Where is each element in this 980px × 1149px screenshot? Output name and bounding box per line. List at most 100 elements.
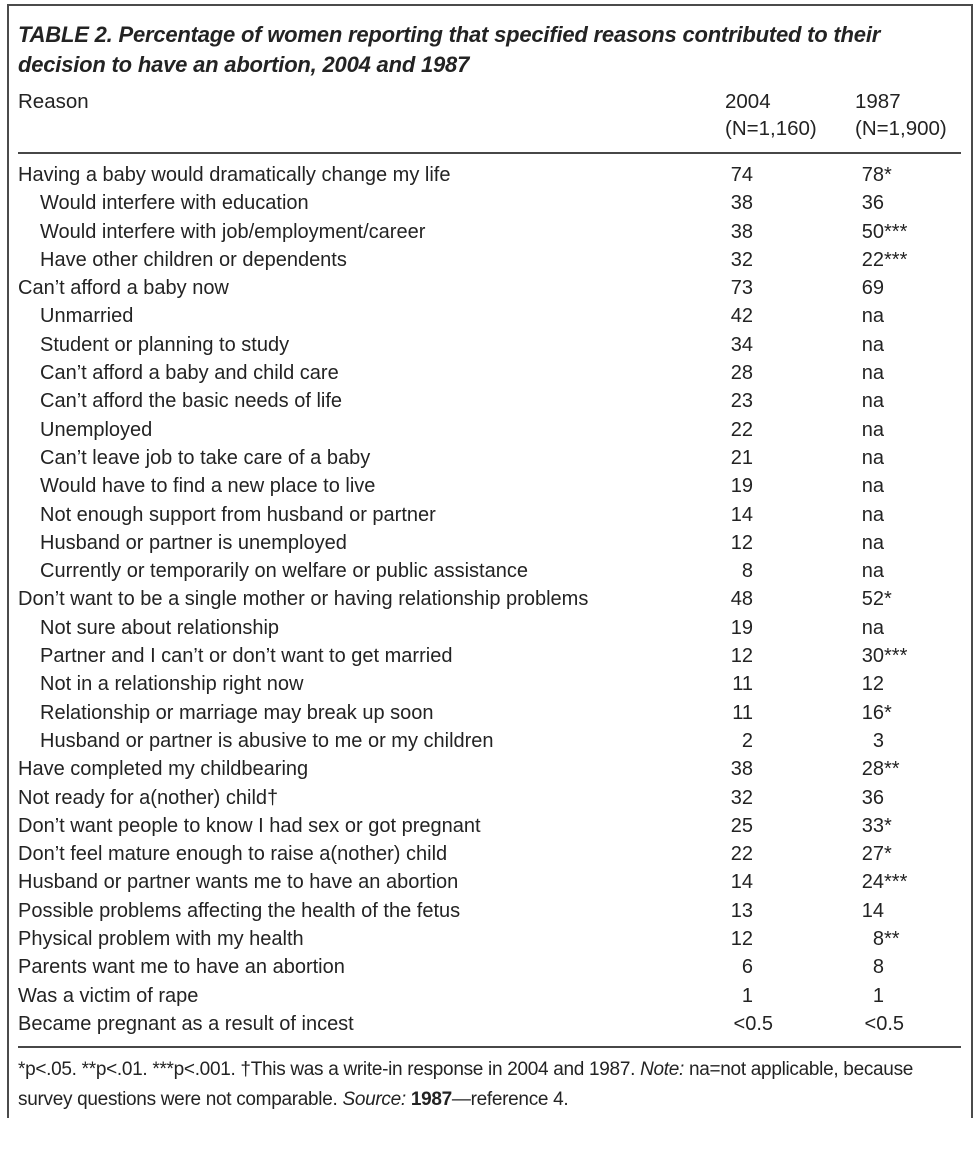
significance-marker bbox=[884, 557, 961, 585]
value-2004: 12 bbox=[730, 928, 753, 951]
significance-marker bbox=[884, 444, 961, 472]
value-1987: 14 bbox=[861, 899, 884, 922]
value-2004: 73 bbox=[730, 277, 753, 300]
value-2004: 11 bbox=[732, 701, 753, 724]
value-1987: 33 bbox=[861, 814, 884, 837]
value-1987: 22 bbox=[861, 248, 884, 271]
value-1987: na bbox=[861, 503, 884, 526]
table-row: Physical problem with my health 12 8 ** bbox=[18, 925, 961, 953]
reason-label: Husband or partner is unemployed bbox=[40, 531, 347, 554]
header-2004-n: (N=1,160) bbox=[725, 117, 817, 140]
value-1987: 24 bbox=[861, 871, 884, 894]
value-1987: na bbox=[861, 560, 884, 583]
significance-marker: * bbox=[884, 588, 892, 611]
value-1987: 8 bbox=[872, 956, 884, 979]
reason-label: Partner and I can’t or don’t want to get… bbox=[40, 645, 453, 668]
table-row: Not enough support from husband or partn… bbox=[18, 501, 961, 529]
value-2004: 2 bbox=[741, 729, 753, 752]
value-2004: 21 bbox=[730, 446, 753, 469]
value-2004: 38 bbox=[730, 758, 753, 781]
significance-marker bbox=[884, 670, 961, 698]
reason-label: Can’t afford a baby now bbox=[18, 277, 229, 300]
value-1987: 16 bbox=[861, 701, 884, 724]
reason-label: Student or planning to study bbox=[40, 333, 290, 356]
value-1987: 27 bbox=[861, 843, 884, 866]
table-row: Have completed my childbearing 38 28 ** bbox=[18, 755, 961, 783]
reason-label: Not in a relationship right now bbox=[40, 673, 304, 696]
table-row: Not ready for a(nother) child† 32 36 bbox=[18, 784, 961, 812]
significance-marker: * bbox=[884, 843, 892, 866]
value-2004: 32 bbox=[730, 786, 753, 809]
value-1987: 28 bbox=[861, 758, 884, 781]
value-2004: 42 bbox=[730, 305, 753, 328]
table-footnote: *p<.05. **p<.01. ***p<.001. †This was a … bbox=[18, 1055, 961, 1114]
table-row: Unmarried 42 na bbox=[18, 302, 961, 330]
table-row: Can’t afford the basic needs of life 23 … bbox=[18, 387, 961, 415]
significance-marker bbox=[884, 1010, 961, 1038]
value-1987: na bbox=[861, 531, 884, 554]
value-1987: 30 bbox=[861, 645, 884, 668]
value-1987: 50 bbox=[861, 220, 884, 243]
table-body: Having a baby would dramatically change … bbox=[18, 161, 961, 1038]
value-1987: 3 bbox=[872, 729, 884, 752]
table-row: Partner and I can’t or don’t want to get… bbox=[18, 642, 961, 670]
table-row: Was a victim of rape 1 1 bbox=[18, 982, 961, 1010]
significance-marker bbox=[884, 302, 961, 330]
value-1987: na bbox=[861, 390, 884, 413]
table-row: Don’t want people to know I had sex or g… bbox=[18, 812, 961, 840]
reason-label: Don’t want people to know I had sex or g… bbox=[18, 814, 481, 837]
reason-label: Would interfere with education bbox=[40, 192, 309, 215]
value-2004: 19 bbox=[730, 475, 753, 498]
table-title-line1: TABLE 2. Percentage of women reporting t… bbox=[18, 22, 881, 47]
value-2004: 11 bbox=[732, 673, 753, 696]
value-2004: 74 bbox=[730, 164, 753, 186]
reason-label: Relationship or marriage may break up so… bbox=[40, 701, 434, 724]
value-2004: 1 bbox=[741, 984, 753, 1007]
reason-label: Unmarried bbox=[40, 305, 134, 328]
value-2004: 28 bbox=[730, 362, 753, 385]
value-2004: <0.5 bbox=[733, 1012, 773, 1035]
value-1987: na bbox=[861, 362, 884, 385]
value-1987: 52 bbox=[861, 588, 884, 611]
value-1987: 36 bbox=[861, 192, 884, 215]
value-1987: na bbox=[861, 418, 884, 441]
value-1987: 36 bbox=[861, 786, 884, 809]
value-1987: na bbox=[861, 446, 884, 469]
footnote-divider-rule bbox=[18, 1046, 961, 1049]
reason-label: Husband or partner is abusive to me or m… bbox=[40, 729, 494, 752]
significance-marker bbox=[884, 529, 961, 557]
reason-label: Was a victim of rape bbox=[18, 984, 199, 1007]
value-1987: na bbox=[861, 333, 884, 356]
table-row: Became pregnant as a result of incest <0… bbox=[18, 1010, 961, 1038]
significance-marker bbox=[884, 982, 961, 1010]
value-2004: 8 bbox=[741, 560, 753, 583]
value-1987: 8 bbox=[872, 928, 884, 951]
significance-marker: ** bbox=[884, 928, 900, 951]
table-row: Having a baby would dramatically change … bbox=[18, 161, 961, 189]
value-1987: <0.5 bbox=[864, 1012, 904, 1035]
table-row: Husband or partner wants me to have an a… bbox=[18, 868, 961, 896]
reason-label: Can’t leave job to take care of a baby bbox=[40, 446, 371, 469]
table-row: Possible problems affecting the health o… bbox=[18, 897, 961, 925]
significance-marker bbox=[884, 472, 961, 500]
significance-marker bbox=[884, 501, 961, 529]
reason-label: Husband or partner wants me to have an a… bbox=[18, 871, 459, 894]
value-2004: 14 bbox=[730, 871, 753, 894]
header-1987-year: 1987 bbox=[855, 90, 901, 113]
source-year: 1987 bbox=[410, 1088, 452, 1110]
significance-marker bbox=[884, 897, 961, 925]
header-2004-year: 2004 bbox=[725, 90, 771, 113]
value-2004: 32 bbox=[730, 248, 753, 271]
header-1987: 1987 (N=1,900) bbox=[855, 88, 961, 142]
reason-label: Not ready for a(nother) child† bbox=[18, 786, 279, 809]
significance-marker: * bbox=[884, 814, 892, 837]
table-row: Can’t afford a baby and child care 28 na bbox=[18, 359, 961, 387]
value-1987: 78 bbox=[861, 164, 884, 186]
table-title: TABLE 2. Percentage of women reporting t… bbox=[18, 20, 961, 80]
value-2004: 22 bbox=[730, 843, 753, 866]
significance-marker: * bbox=[884, 701, 892, 724]
reason-label: Having a baby would dramatically change … bbox=[18, 164, 451, 186]
value-2004: 12 bbox=[730, 645, 753, 668]
value-1987: 12 bbox=[861, 673, 884, 696]
significance-marker bbox=[884, 614, 961, 642]
